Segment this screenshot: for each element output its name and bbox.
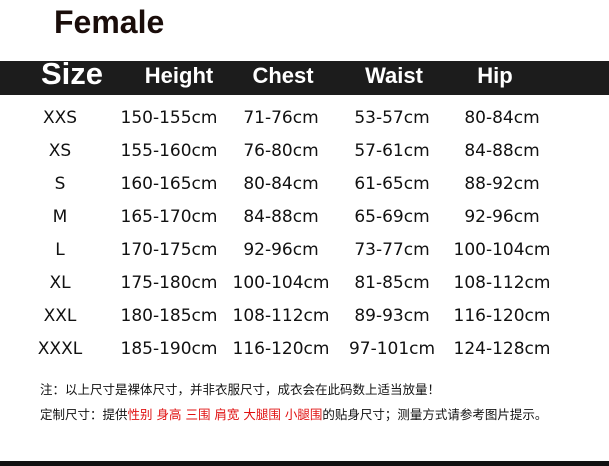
table-cell: 73-77cm bbox=[354, 240, 430, 260]
table-cell: XXXL bbox=[37, 339, 83, 359]
header-waist: Waist bbox=[365, 63, 423, 88]
table-cell: 61-65cm bbox=[354, 174, 430, 194]
table-row: M 165-170cm 84-88cm 65-69cm 92-96cm bbox=[0, 203, 609, 236]
bottom-rule bbox=[0, 461, 609, 466]
table-cell: 76-80cm bbox=[243, 141, 319, 161]
table-row: XXL 180-185cm 108-112cm 89-93cm 116-120cm bbox=[0, 302, 609, 335]
table-cell: 150-155cm bbox=[120, 108, 218, 128]
table-row: S 160-165cm 80-84cm 61-65cm 88-92cm bbox=[0, 170, 609, 203]
table-cell: 92-96cm bbox=[243, 240, 319, 260]
table-cell: 53-57cm bbox=[354, 108, 430, 128]
table-cell: M bbox=[52, 207, 68, 227]
notes: 注：以上尺寸是裸体尺寸，并非衣服尺寸，成衣会在此码数上适当放量！ 定制尺寸：提供… bbox=[40, 377, 560, 427]
note-line-1: 注：以上尺寸是裸体尺寸，并非衣服尺寸，成衣会在此码数上适当放量！ bbox=[40, 382, 441, 397]
header-hip: Hip bbox=[477, 63, 513, 88]
header-bar: Size Height Chest Waist Hip bbox=[0, 56, 609, 95]
table-cell: 89-93cm bbox=[354, 306, 430, 326]
table-cell: 116-120cm bbox=[232, 339, 330, 359]
table-cell: 100-104cm bbox=[232, 273, 330, 293]
table-row: XS 155-160cm 76-80cm 57-61cm 84-88cm bbox=[0, 137, 609, 170]
table-cell: 170-175cm bbox=[120, 240, 218, 260]
note-prefix: 定制尺寸：提供 bbox=[40, 407, 128, 422]
table-cell: XXL bbox=[43, 306, 77, 326]
table-cell: 84-88cm bbox=[464, 141, 540, 161]
note-line-2: 定制尺寸：提供性别 身高 三围 肩宽 大腿围 小腿围的贴身尺寸；测量方式请参考图… bbox=[40, 402, 560, 427]
table-cell: 84-88cm bbox=[243, 207, 319, 227]
table-cell: XS bbox=[48, 141, 72, 161]
table-row: XXXL 185-190cm 116-120cm 97-101cm 124-128cm bbox=[0, 335, 609, 368]
table-cell: 65-69cm bbox=[354, 207, 430, 227]
table-cell: 155-160cm bbox=[120, 141, 218, 161]
table-cell: L bbox=[55, 240, 65, 260]
table-cell: 88-92cm bbox=[464, 174, 540, 194]
table-cell: 185-190cm bbox=[120, 339, 218, 359]
table-cell: 180-185cm bbox=[120, 306, 218, 326]
table-cell: 81-85cm bbox=[354, 273, 430, 293]
table-cell: 116-120cm bbox=[453, 306, 551, 326]
chart-title: Female bbox=[54, 4, 165, 40]
table-cell: S bbox=[54, 174, 66, 194]
table-cell: 160-165cm bbox=[120, 174, 218, 194]
header-size: Size bbox=[40, 56, 104, 91]
table-cell: 175-180cm bbox=[120, 273, 218, 293]
table-cell: 100-104cm bbox=[453, 240, 551, 260]
table-cell: 92-96cm bbox=[464, 207, 540, 227]
table-cell: 165-170cm bbox=[120, 207, 218, 227]
table-cell: 108-112cm bbox=[232, 306, 330, 326]
table-row: L 170-175cm 92-96cm 73-77cm 100-104cm bbox=[0, 236, 609, 269]
table-cell: 80-84cm bbox=[243, 174, 319, 194]
table-cell: 108-112cm bbox=[453, 273, 551, 293]
table-cell: 97-101cm bbox=[348, 339, 436, 359]
header-height: Height bbox=[144, 63, 214, 88]
table-row: XXS 150-155cm 71-76cm 53-57cm 80-84cm bbox=[0, 104, 609, 137]
table-cell: XL bbox=[49, 273, 71, 293]
table-cell: 80-84cm bbox=[464, 108, 540, 128]
note-highlight: 性别 身高 三围 肩宽 大腿围 小腿围 bbox=[127, 407, 323, 422]
header-chest: Chest bbox=[252, 63, 314, 88]
table-cell: 124-128cm bbox=[453, 339, 551, 359]
table-row: XL 175-180cm 100-104cm 81-85cm 108-112cm bbox=[0, 269, 609, 302]
table-cell: 57-61cm bbox=[354, 141, 430, 161]
note-suffix: 的贴身尺寸；测量方式请参考图片提示。 bbox=[322, 407, 548, 422]
table-cell: XXS bbox=[42, 108, 78, 128]
table-cell: 71-76cm bbox=[243, 108, 319, 128]
